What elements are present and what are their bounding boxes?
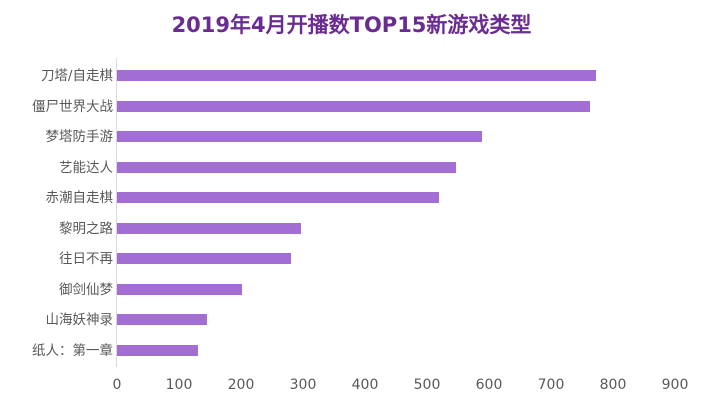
bar xyxy=(117,70,597,81)
bar xyxy=(117,314,207,325)
bar xyxy=(117,100,591,112)
bar xyxy=(117,192,439,203)
category-label: 艺能达人 xyxy=(59,159,113,176)
category-label: 僵尸世界大战 xyxy=(32,98,113,115)
category-label: 刀塔/自走棋 xyxy=(40,68,113,84)
x-tick-label: 700 xyxy=(537,377,565,393)
bar-row: 艺能达人 xyxy=(0,160,703,176)
bar-row: 御剑仙梦 xyxy=(0,282,703,298)
bar-row: 往日不再 xyxy=(0,251,703,267)
x-tick-label: 200 xyxy=(227,377,255,393)
bar-row: 黎明之路 xyxy=(0,221,703,237)
x-tick-label: 500 xyxy=(413,377,441,393)
category-label: 黎明之路 xyxy=(59,220,113,237)
x-tick-label: 900 xyxy=(661,377,689,393)
bar-row: 赤潮自走棋 xyxy=(0,190,703,206)
bar xyxy=(117,161,457,173)
category-label: 山海妖神录 xyxy=(45,312,114,328)
bar xyxy=(117,131,483,142)
category-label: 纸人：第一章 xyxy=(32,343,113,359)
bar-row: 山海妖神录 xyxy=(0,312,703,328)
bar-row: 纸人：第一章 xyxy=(0,343,703,359)
category-label: 赤潮自走棋 xyxy=(45,190,114,206)
bar xyxy=(117,345,199,356)
x-tick-label: 100 xyxy=(165,377,193,393)
y-axis-line xyxy=(116,58,117,367)
bar-row: 僵尸世界大战 xyxy=(0,99,703,115)
x-tick-label: 600 xyxy=(475,377,503,393)
category-label: 梦塔防手游 xyxy=(45,129,114,145)
bar xyxy=(117,253,292,264)
bar xyxy=(117,222,302,234)
category-label: 御剑仙梦 xyxy=(59,281,113,298)
bar-row: 刀塔/自走棋 xyxy=(0,68,703,84)
chart-title: 2019年4月开播数TOP15新游戏类型 xyxy=(171,13,532,37)
x-tick-label: 0 xyxy=(112,377,122,393)
bar xyxy=(117,283,243,295)
x-tick-label: 800 xyxy=(599,377,627,393)
x-tick-label: 300 xyxy=(289,377,317,393)
x-tick-label: 400 xyxy=(351,377,379,393)
category-label: 往日不再 xyxy=(59,251,113,267)
bar-row: 梦塔防手游 xyxy=(0,129,703,145)
